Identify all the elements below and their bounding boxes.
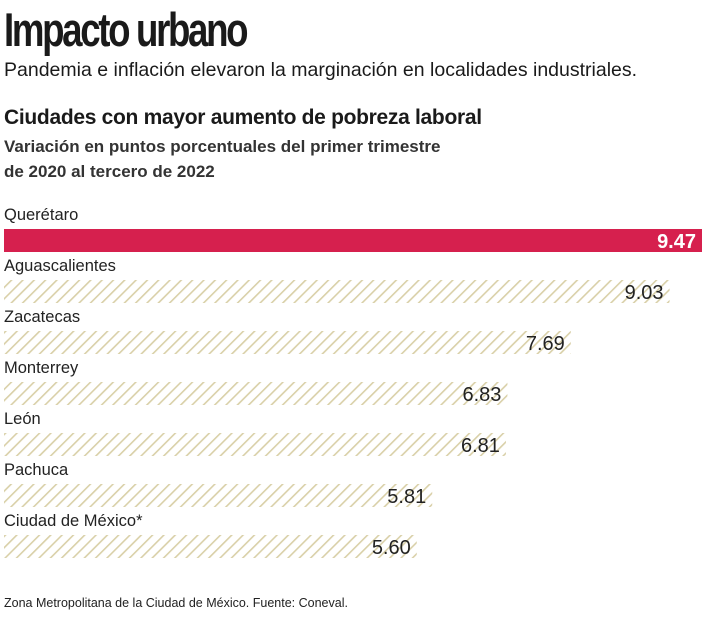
bar [4, 535, 417, 558]
page-title: Impacto urbano [4, 3, 249, 56]
category-label: Monterrey [4, 359, 79, 377]
bar [4, 382, 508, 405]
value-label: 5.81 [387, 486, 426, 508]
bar [4, 484, 433, 507]
bar [4, 280, 670, 303]
source-note: Zona Metropolitana de la Ciudad de Méxic… [4, 596, 348, 610]
value-label: 6.81 [461, 435, 500, 457]
category-label: León [4, 410, 41, 428]
value-label: 6.83 [462, 384, 501, 406]
value-label: 9.03 [625, 282, 664, 304]
category-label: Pachuca [4, 461, 69, 479]
category-label: Querétaro [4, 206, 78, 224]
category-label: Ciudad de México* [4, 512, 143, 530]
category-label: Aguascalientes [4, 257, 116, 275]
bar-chart: Querétaro 9.47 Aguascalientes 9.03 Zacateca… [4, 206, 702, 559]
chart-title: Ciudades con mayor aumento de pobreza la… [4, 106, 482, 129]
bar [4, 331, 571, 354]
page-subtitle: Pandemia e inflación elevaron la margina… [4, 59, 638, 81]
bar [4, 433, 506, 456]
chart-subtitle: Variación en puntos porcentuales del pri… [4, 137, 441, 181]
category-label: Zacatecas [4, 308, 80, 326]
value-label: 7.69 [526, 333, 565, 355]
value-label: 9.47 [657, 231, 696, 253]
value-label: 5.60 [372, 537, 411, 559]
bar [4, 229, 702, 252]
